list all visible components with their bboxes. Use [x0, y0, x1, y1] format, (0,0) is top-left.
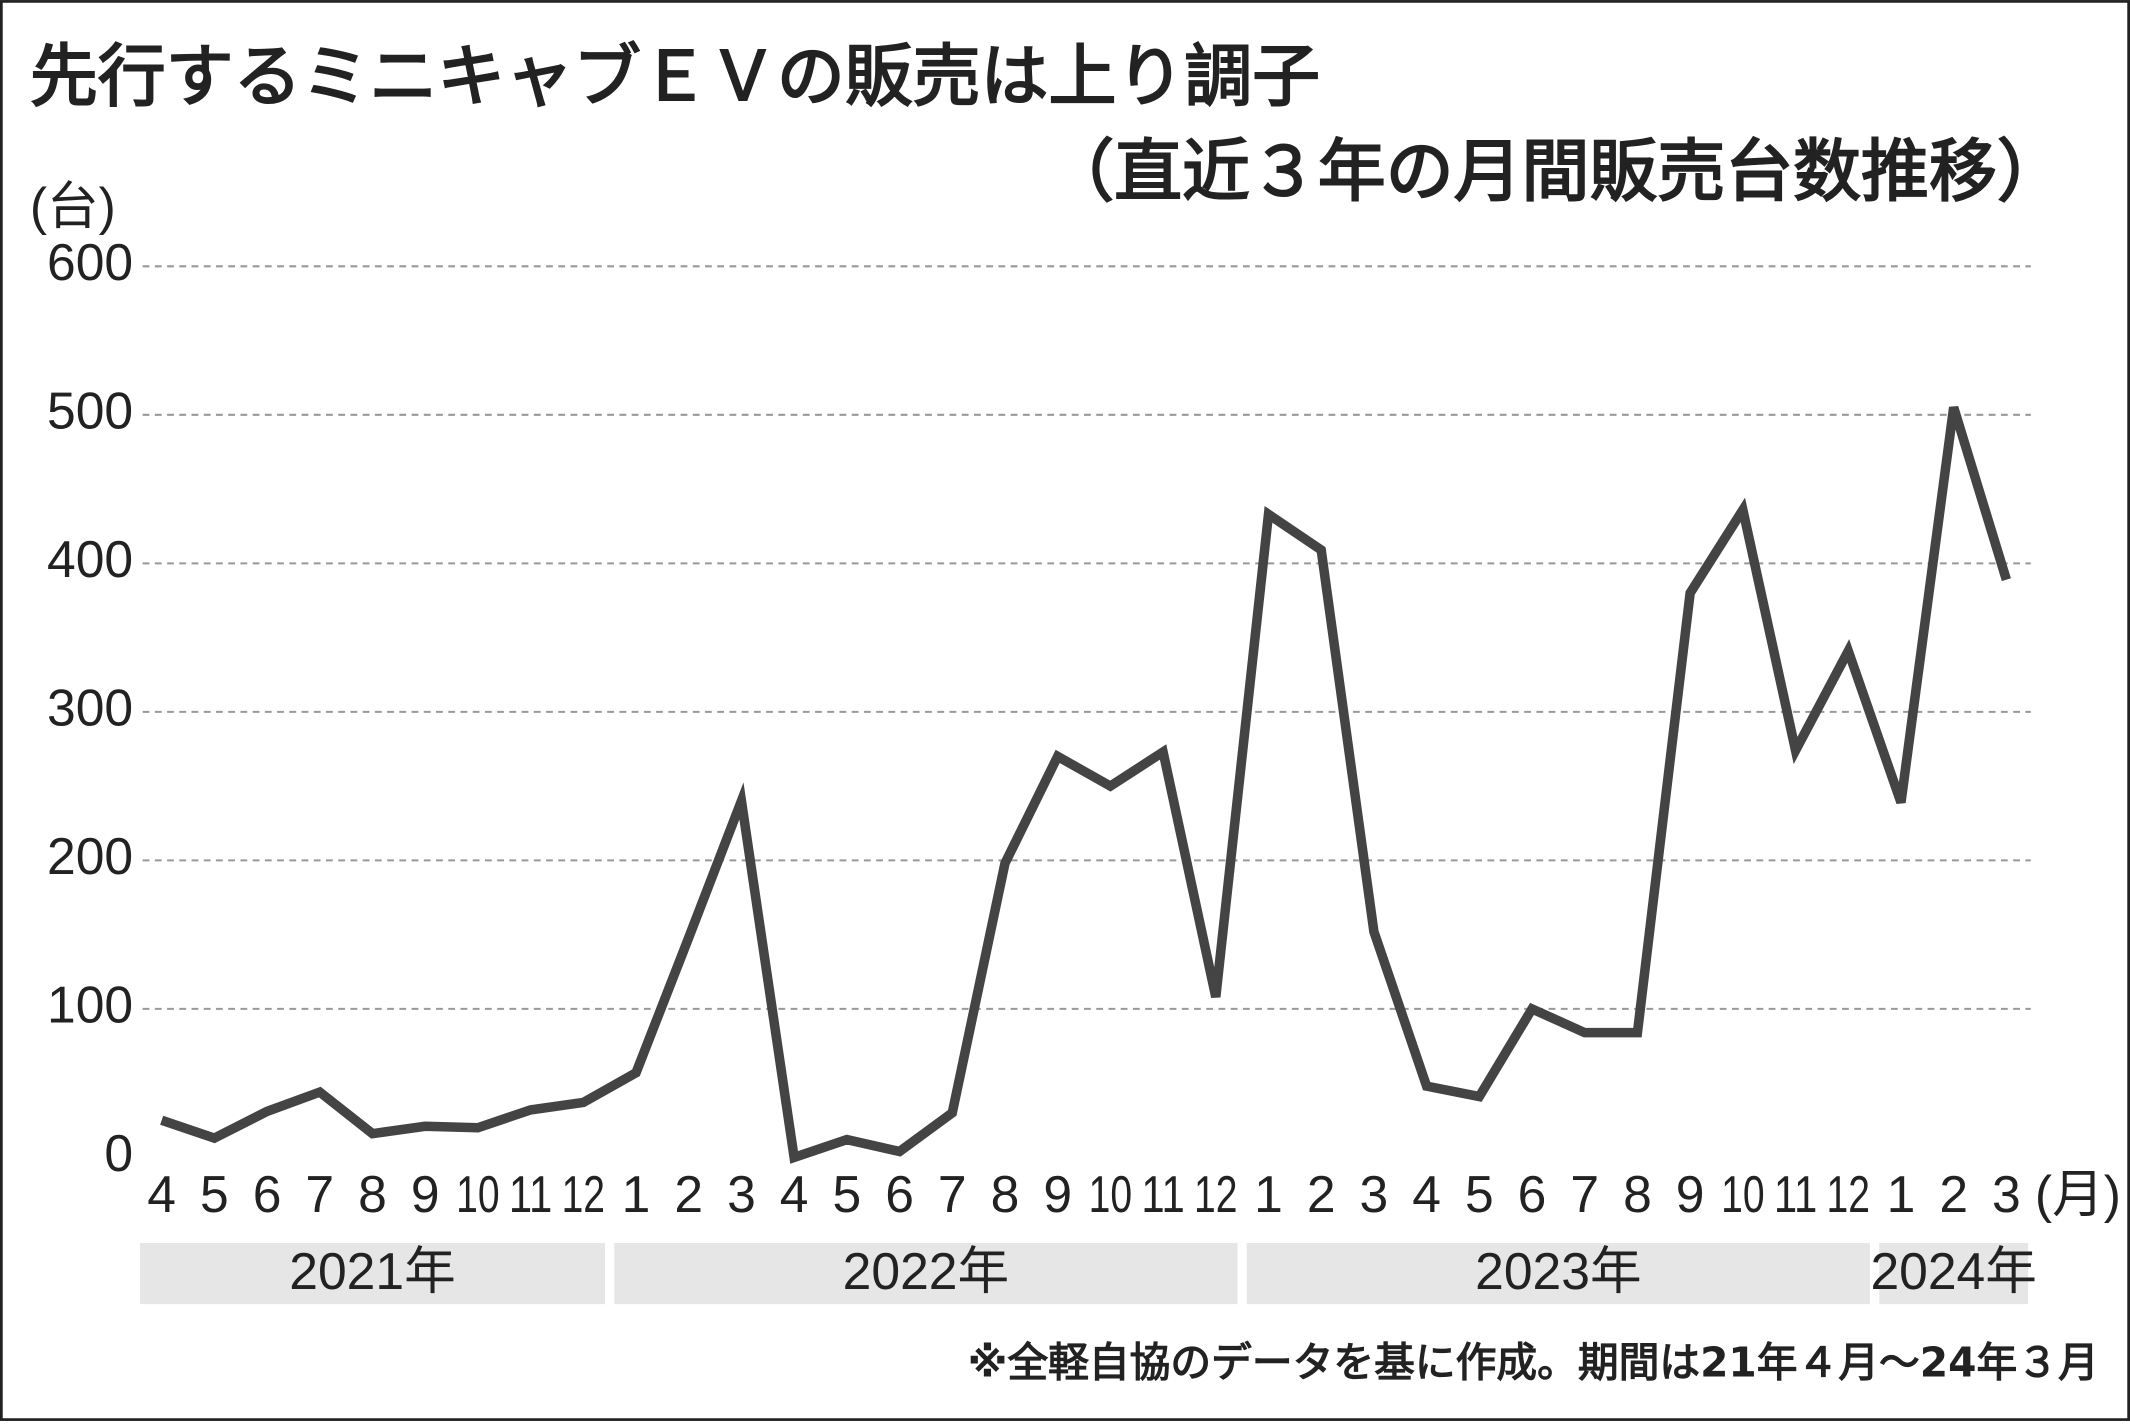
- x-tick-label: 1: [1254, 1165, 1283, 1223]
- x-tick-label: 8: [358, 1165, 387, 1223]
- x-tick-label: 2: [674, 1165, 703, 1223]
- line-series: [160, 406, 2011, 1164]
- year-label: 2022年: [843, 1242, 1009, 1300]
- year-label: 2021年: [289, 1242, 455, 1300]
- x-tick-label: 9: [1043, 1165, 1072, 1223]
- x-tick-label: 4: [147, 1165, 176, 1223]
- x-tick-label: 6: [885, 1165, 914, 1223]
- x-tick-label: 5: [200, 1165, 229, 1223]
- x-tick-label: 10: [1089, 1165, 1132, 1223]
- x-tick-label: 6: [1518, 1165, 1547, 1223]
- chart-subtitle: （直近３年の月間販売台数推移）: [1046, 133, 2065, 212]
- x-tick-label: 11: [509, 1165, 552, 1223]
- year-label: 2024年: [1870, 1242, 2036, 1300]
- x-unit: (月): [2035, 1165, 2121, 1223]
- y-tick-label: 200: [47, 827, 133, 885]
- x-tick-label: 8: [991, 1165, 1020, 1223]
- x-tick-label: 5: [1465, 1165, 1494, 1223]
- x-tick-label: 7: [1570, 1165, 1599, 1223]
- x-tick-label: 2: [1307, 1165, 1336, 1223]
- x-tick-label: 5: [832, 1165, 861, 1223]
- x-tick-label: 1: [1887, 1165, 1916, 1223]
- x-tick-label: 3: [727, 1165, 756, 1223]
- year-band: [1879, 1243, 2029, 1305]
- x-tick-label: 4: [780, 1165, 809, 1223]
- x-tick-label: 7: [305, 1165, 334, 1223]
- x-tick-label: 4: [1412, 1165, 1441, 1223]
- x-tick-label: 3: [1992, 1165, 2021, 1223]
- x-tick-label: 12: [1194, 1165, 1237, 1223]
- x-tick-label: 11: [1141, 1165, 1184, 1223]
- x-tick-label: 10: [456, 1165, 499, 1223]
- y-tick-label: 600: [47, 233, 133, 291]
- x-tick-label: 8: [1623, 1165, 1652, 1223]
- x-tick-label: 12: [562, 1165, 605, 1223]
- year-label: 2023年: [1475, 1242, 1641, 1300]
- x-tick-label: 12: [1827, 1165, 1870, 1223]
- x-tick-label: 1: [622, 1165, 651, 1223]
- year-band: [614, 1243, 1238, 1305]
- y-tick-label: 0: [104, 1124, 133, 1182]
- footnote: ※全軽自協のデータを基に作成。期間は21年４月～24年３月: [968, 1338, 2099, 1386]
- y-tick-label: 500: [47, 381, 133, 439]
- y-tick-label: 400: [47, 530, 133, 588]
- x-tick-label: 2: [1939, 1165, 1968, 1223]
- x-tick-label: 9: [1676, 1165, 1705, 1223]
- y-tick-label: 300: [47, 678, 133, 736]
- x-tick-label: 11: [1774, 1165, 1817, 1223]
- x-tick-label: 10: [1721, 1165, 1764, 1223]
- y-unit: (台): [30, 177, 116, 235]
- x-tick-label: 7: [938, 1165, 967, 1223]
- x-tick-label: 6: [253, 1165, 282, 1223]
- year-band: [139, 1243, 606, 1305]
- chart-title: 先行するミニキャブＥＶの販売は上り調子: [30, 38, 1320, 117]
- year-band: [1246, 1243, 1870, 1305]
- x-tick-label: 9: [411, 1165, 440, 1223]
- y-tick-label: 100: [47, 976, 133, 1034]
- x-tick-label: 3: [1360, 1165, 1389, 1223]
